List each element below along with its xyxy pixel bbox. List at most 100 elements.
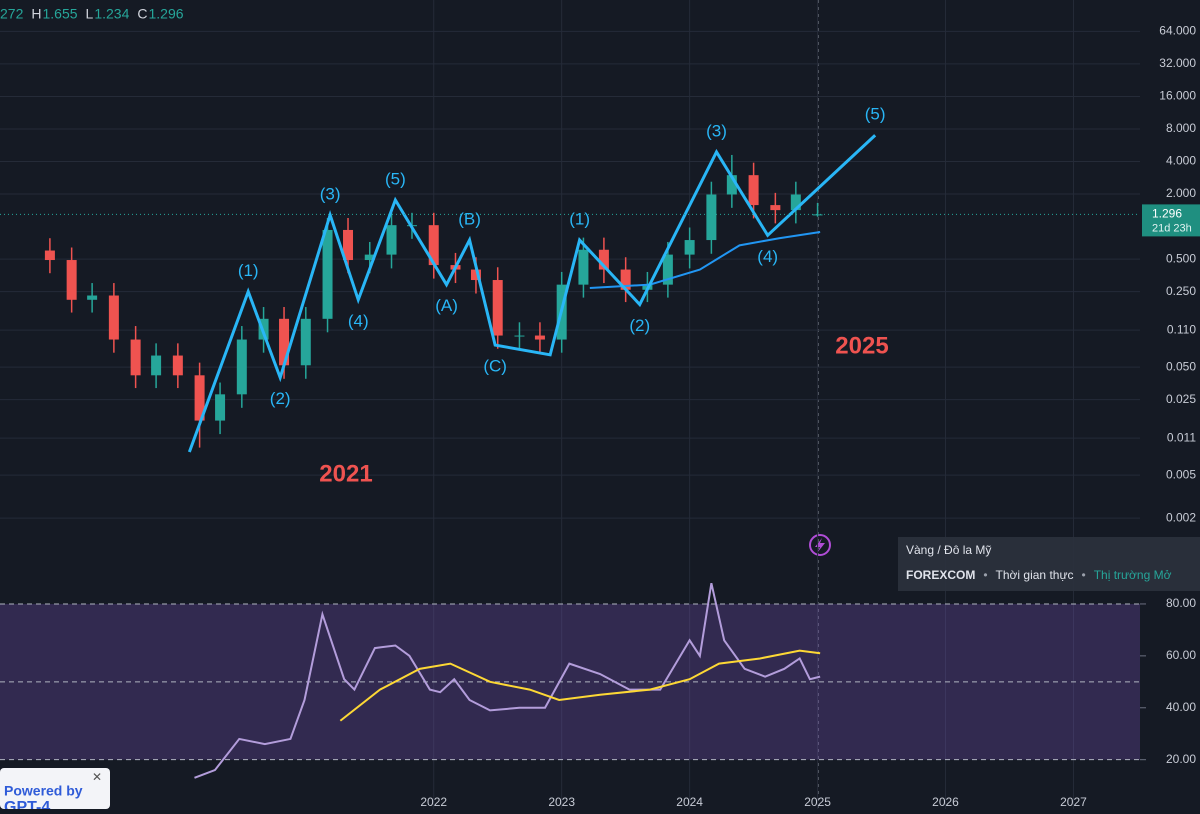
candle-body — [534, 335, 545, 340]
candle-body — [470, 269, 481, 281]
ad-close[interactable]: ✕ — [92, 770, 102, 784]
candle-body — [790, 194, 801, 211]
candle-body — [428, 225, 439, 266]
wave-line — [187, 134, 877, 453]
moving-average — [589, 231, 821, 289]
rsi-tick-label: 80.00 — [1166, 596, 1196, 610]
last-price-label: 1.296 — [1152, 207, 1182, 221]
rsi-tick-label: 40.00 — [1166, 700, 1196, 714]
rsi-line — [339, 649, 821, 722]
wave-label: (B) — [458, 210, 481, 229]
y-tick-label: 0.002 — [1166, 510, 1196, 524]
symbol-meta: FOREXCOM — [906, 568, 975, 582]
annotation: 2025 — [835, 332, 888, 359]
wave-label: (5) — [385, 170, 406, 189]
candle-body — [706, 194, 717, 241]
wave-label: (2) — [629, 316, 650, 335]
y-tick-label: 0.050 — [1166, 359, 1196, 373]
wave-label: (1) — [238, 261, 259, 280]
x-tick-label: 2023 — [548, 795, 575, 809]
candle-body — [322, 229, 333, 319]
lightning-icon — [815, 538, 825, 553]
header-text: 272 — [0, 6, 24, 22]
wave-label: (1) — [569, 210, 590, 229]
annotation: 2021 — [319, 460, 372, 487]
candle-body — [748, 175, 759, 206]
wave-label: (4) — [348, 311, 369, 330]
candle-body — [364, 254, 375, 261]
candle-body — [662, 254, 673, 285]
candle-body — [194, 375, 205, 421]
candle-body — [620, 269, 631, 290]
symbol-meta: • — [1081, 568, 1085, 582]
candle-body — [108, 295, 119, 340]
y-tick-label: 16.000 — [1159, 89, 1196, 103]
candle-body — [514, 335, 525, 337]
candle-body — [172, 355, 183, 376]
y-tick-label: 0.025 — [1166, 392, 1196, 406]
rsi-line — [194, 582, 821, 779]
candle-body — [726, 175, 737, 195]
y-tick-label: 0.110 — [1167, 322, 1196, 336]
x-tick-label: 2027 — [1060, 795, 1087, 809]
y-tick-label: 64.000 — [1159, 24, 1196, 38]
candle-body — [44, 250, 55, 261]
wave-label: (3) — [706, 121, 727, 140]
rsi-tick-label: 20.00 — [1166, 752, 1196, 766]
candle-body — [812, 214, 823, 216]
y-tick-label: 0.250 — [1166, 284, 1196, 298]
symbol-box — [898, 537, 1200, 591]
candle-body — [215, 394, 226, 421]
candle-body — [770, 205, 781, 211]
wave-label: (A) — [435, 296, 458, 315]
candle-body — [598, 249, 609, 270]
candle-body — [343, 229, 354, 261]
wave-label: (4) — [757, 247, 778, 266]
ad-line: Powered by — [4, 783, 83, 799]
candle-body — [236, 339, 247, 395]
x-tick-label: 2022 — [420, 795, 447, 809]
header-text: 1.655 — [42, 6, 77, 22]
header-text: 1.296 — [149, 6, 184, 22]
candle-body — [87, 295, 98, 300]
x-tick-label: 2025 — [804, 795, 831, 809]
symbol-name: Vàng / Đô la Mỹ — [906, 543, 991, 557]
candle-body — [578, 249, 589, 285]
wave-label: (C) — [483, 357, 507, 376]
rsi-tick-label: 60.00 — [1166, 648, 1196, 662]
x-tick-label: 2026 — [932, 795, 959, 809]
y-tick-label: 8.000 — [1166, 121, 1196, 135]
candle-body — [151, 355, 162, 376]
candle-body — [130, 339, 141, 376]
symbol-meta: • — [983, 568, 987, 582]
wave-label: (3) — [320, 184, 341, 203]
candle-body — [66, 260, 77, 300]
candle-body — [492, 280, 503, 336]
wave-label: (2) — [270, 389, 291, 408]
header-text: 1.234 — [94, 6, 129, 22]
x-tick-label: 2024 — [676, 795, 703, 809]
symbol-meta: Thị trường Mở — [1094, 568, 1172, 582]
y-tick-label: 0.011 — [1167, 430, 1196, 444]
last-price-box — [1142, 204, 1200, 237]
ad-background — [0, 768, 110, 809]
ad-line: GPT-4 — [4, 799, 50, 809]
header-text: C — [137, 6, 147, 22]
header-text: L — [86, 6, 94, 22]
candle-body — [386, 225, 397, 255]
countdown: 21d 23h — [1152, 222, 1192, 234]
symbol-meta: Thời gian thực — [996, 568, 1074, 582]
event-icon[interactable] — [809, 534, 831, 556]
candle-body — [300, 318, 311, 366]
y-tick-label: 0.500 — [1166, 251, 1196, 265]
wave-label: (5) — [865, 105, 886, 124]
y-tick-label: 32.000 — [1159, 56, 1196, 70]
y-tick-label: 2.000 — [1166, 186, 1196, 200]
header-text: H — [31, 6, 41, 22]
candle-body — [684, 240, 695, 255]
y-tick-label: 0.005 — [1166, 467, 1196, 481]
candle-body — [279, 318, 290, 366]
